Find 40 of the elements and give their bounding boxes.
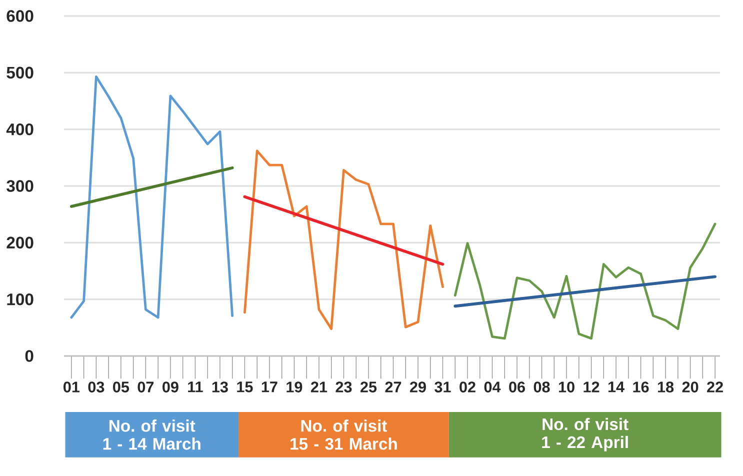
- x-tick-label: 01: [64, 382, 80, 392]
- x-tick-label: 29: [410, 382, 426, 392]
- x-tick-label: 07: [138, 382, 154, 392]
- x-tick-label: 14: [608, 382, 624, 392]
- text: No. of visit 1 - 14 March: [103, 420, 200, 450]
- x-tick-label: 13: [212, 382, 228, 392]
- x-tick-label: 02: [460, 382, 476, 392]
- x-tick-label: 31: [434, 382, 451, 392]
- y-tick-label: 200: [6, 236, 34, 249]
- x-tick-label: 12: [584, 382, 600, 392]
- y-tick-label: 0: [25, 350, 34, 362]
- x-tick-label: 03: [88, 382, 104, 392]
- y-tick-label: 300: [6, 180, 34, 192]
- x-tick-label: 22: [707, 382, 723, 392]
- text: No. of visit 1 - 22 April: [542, 418, 628, 452]
- y-tick-label: 600: [6, 10, 34, 22]
- line-series: [454, 222, 716, 340]
- x-tick-label: 18: [658, 382, 674, 392]
- text: No. of visit 15 - 31 March: [290, 420, 397, 450]
- x-tick-label: 21: [310, 382, 328, 392]
- x-tick-label: 17: [262, 382, 278, 392]
- line-series: [244, 150, 444, 330]
- x-tick-label: 06: [509, 382, 525, 392]
- x-tick-label: 04: [484, 382, 501, 392]
- y-tick-label: 400: [6, 123, 34, 136]
- x-tick-label: 27: [385, 382, 402, 392]
- x-tick-label: 11: [188, 382, 203, 392]
- x-tick-label: 20: [682, 382, 698, 392]
- x-tick-label: 19: [286, 382, 302, 392]
- x-tick-label: 23: [336, 382, 352, 392]
- y-tick-label: 100: [7, 293, 34, 306]
- line-series: [70, 75, 234, 319]
- x-tick-label: 25: [360, 382, 377, 392]
- x-tick-label: 09: [162, 382, 178, 392]
- x-tick-label: 05: [113, 382, 130, 392]
- y-tick-label: 500: [6, 66, 34, 79]
- x-tick-label: 15: [237, 382, 253, 392]
- x-tick-label: 10: [558, 382, 574, 392]
- x-tick-label: 08: [534, 382, 550, 392]
- x-tick-label: 16: [633, 382, 649, 392]
